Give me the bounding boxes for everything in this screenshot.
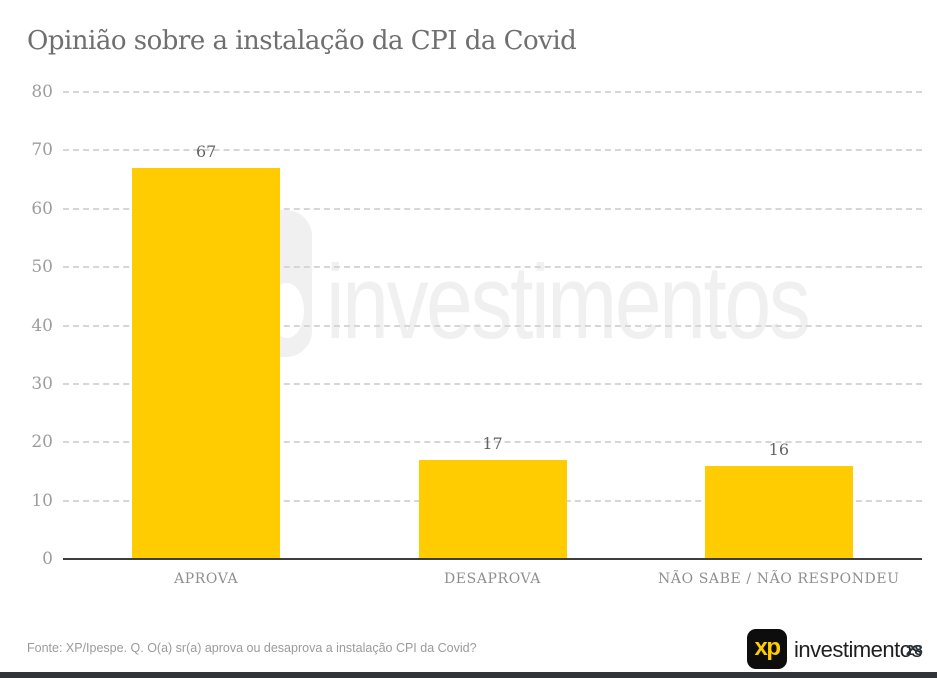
source-note: Fonte: XP/Ipespe. Q. O(a) sr(a) aprova o…	[27, 641, 477, 655]
bar-value-label: 17	[482, 433, 503, 453]
bar-value-label: 67	[195, 141, 217, 161]
bottom-divider	[0, 672, 937, 678]
gridline-60	[63, 207, 922, 210]
y-tick-label: 30	[31, 373, 53, 394]
gridline-20	[63, 441, 922, 444]
brand-name: investimentos	[794, 637, 923, 662]
y-tick-label: 20	[31, 432, 53, 453]
bar-value-label: 16	[768, 439, 789, 459]
x-category-label: DESAPROVA	[443, 571, 541, 587]
y-tick-label: 70	[31, 140, 53, 161]
x-axis-line	[63, 558, 922, 560]
y-tick-label: 40	[31, 315, 53, 336]
page-number: 28	[906, 642, 923, 659]
x-category-label: APROVA	[174, 571, 239, 587]
bar-aprova	[132, 167, 281, 559]
xp-logo-text: xp	[754, 634, 781, 661]
gridline-40	[63, 324, 922, 327]
y-tick-label: 80	[31, 82, 53, 102]
gridline-50	[63, 266, 922, 269]
chart-title: Opinião sobre a instalação da CPI da Cov…	[27, 26, 577, 56]
gridline-70	[63, 149, 922, 152]
y-tick-label: 60	[31, 198, 53, 219]
y-tick-label: 0	[42, 549, 53, 569]
y-tick-label: 10	[31, 490, 53, 511]
gridline-30	[63, 382, 922, 385]
xp-logo: xp	[747, 629, 787, 669]
gridline-80	[63, 91, 922, 93]
y-tick-label: 50	[31, 257, 53, 278]
bar-desaprova	[418, 459, 567, 559]
x-category-label: NÃO SABE / NÃO RESPONDEU	[658, 571, 900, 587]
watermark-text: investimentos	[326, 244, 811, 361]
bar-n-o-sabe-n-o-respondeu	[704, 465, 853, 559]
